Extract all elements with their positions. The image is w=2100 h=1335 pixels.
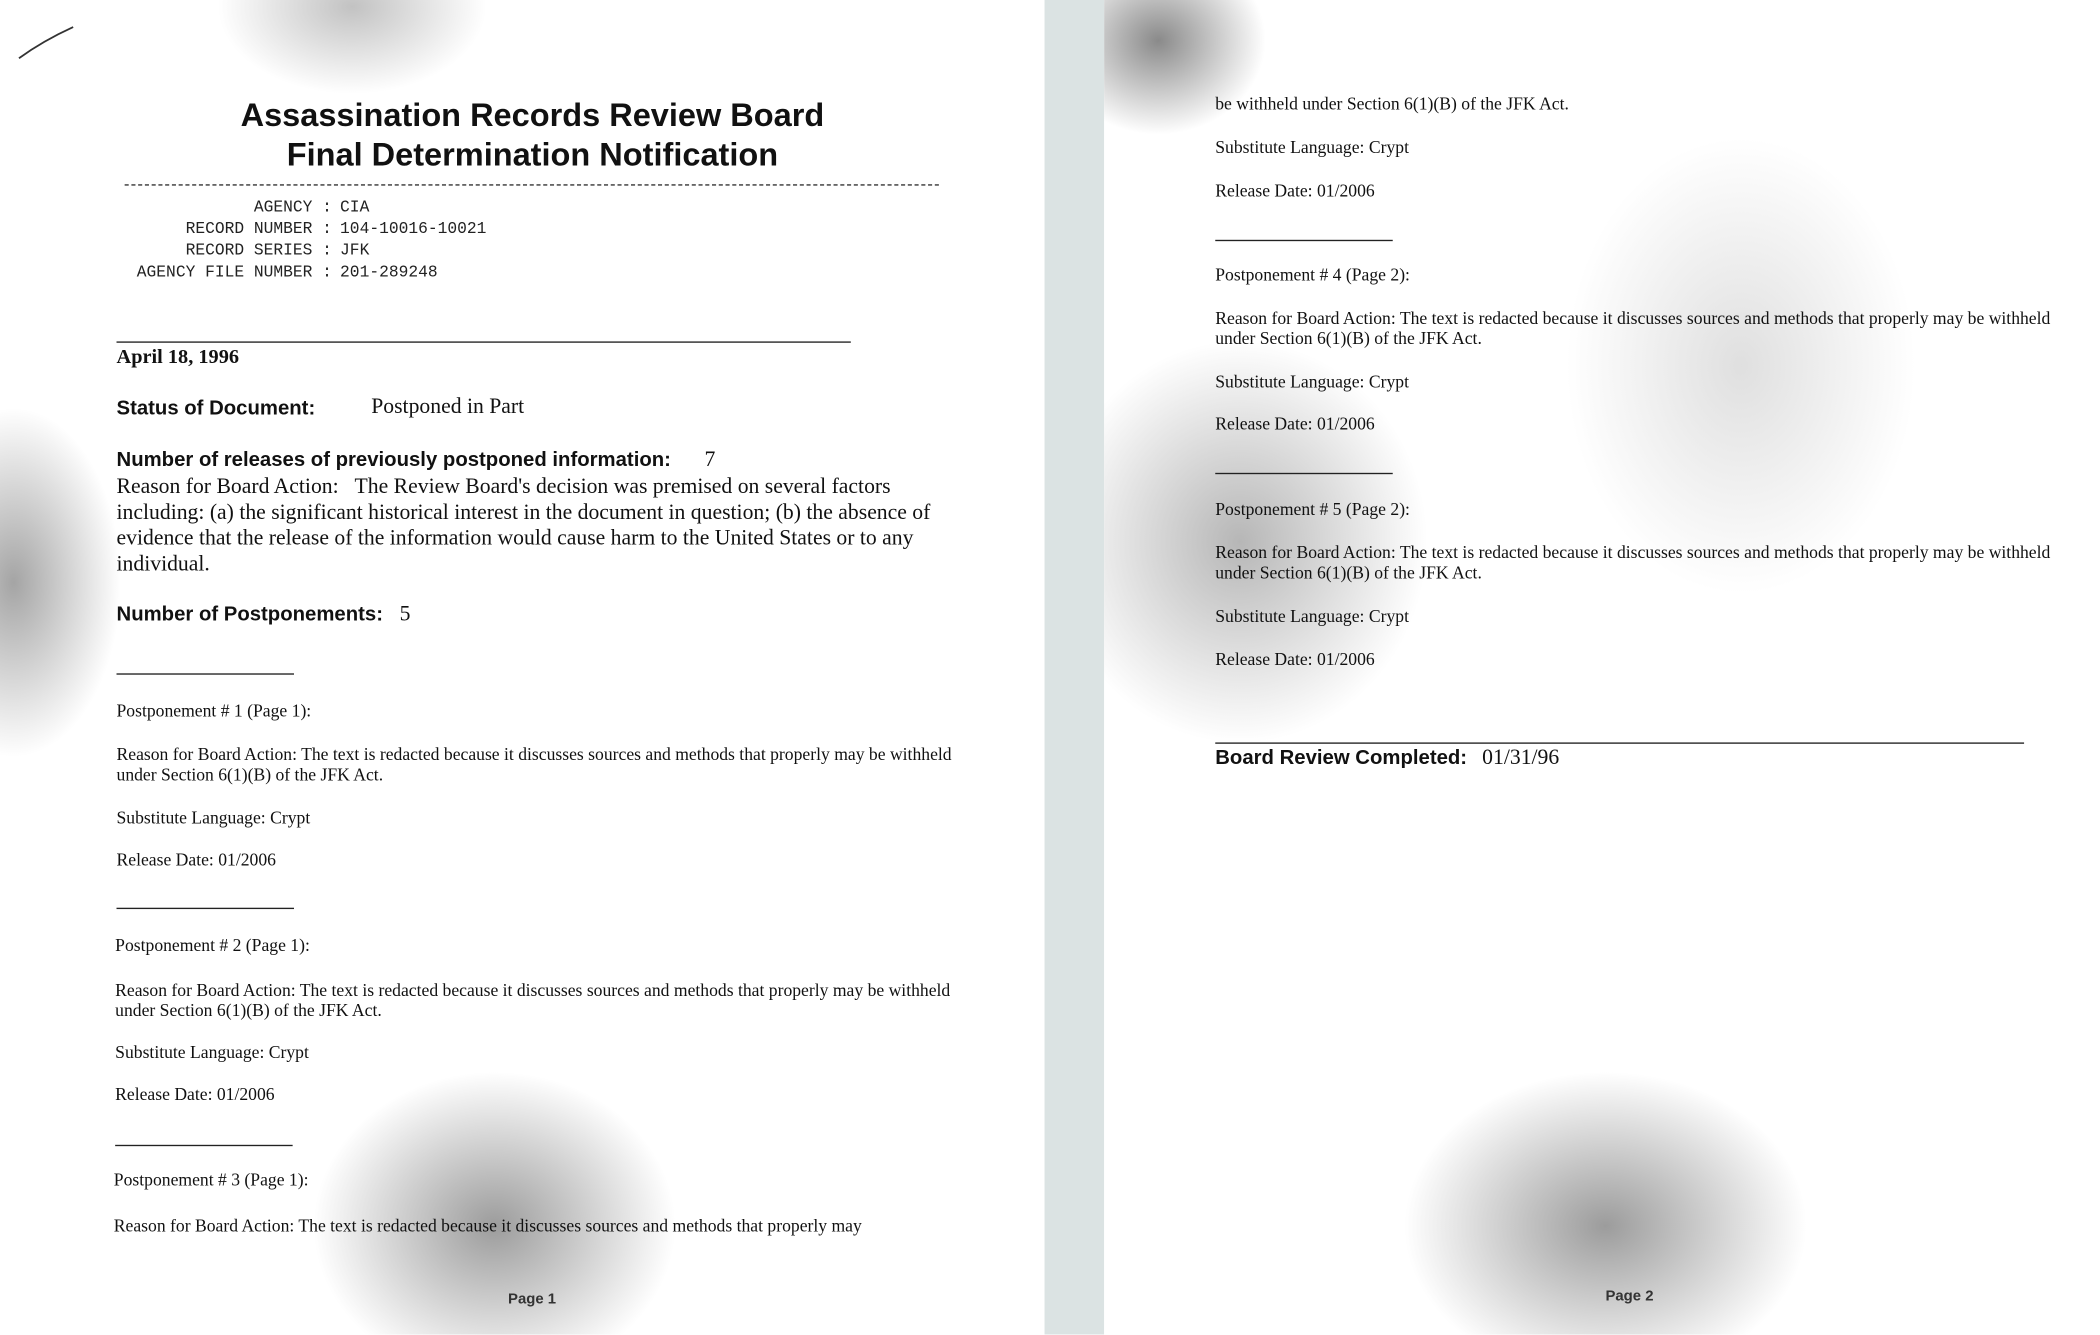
divider (115, 1144, 293, 1147)
divider (116, 673, 294, 675)
postponement-3-substitute: Substitute Language: Crypt (1215, 136, 1409, 158)
divider (116, 907, 294, 910)
scan-smudge (311, 1070, 678, 1335)
postponement-2-reason: Reason for Board Action: The text is red… (115, 979, 951, 1021)
page-1: Assassination Records Review Board Final… (0, 0, 1045, 1335)
postponement-4-substitute: Substitute Language: Crypt (1215, 371, 1409, 392)
postponement-4-heading: Postponement # 4 (Page 2): (1215, 264, 1410, 285)
releases-value: 7 (704, 448, 716, 472)
postponement-3-reason-continued: be withheld under Section 6(1)(B) of the… (1215, 93, 1569, 114)
field-value-agency-file-number: 201-289248 (340, 262, 438, 282)
postponement-5-substitute: Substitute Language: Crypt (1215, 605, 1409, 626)
pen-mark-icon (18, 26, 74, 59)
page-number: Page 2 (1605, 1288, 1654, 1305)
postponement-2-substitute: Substitute Language: Crypt (115, 1041, 309, 1063)
field-label-record-series: RECORD SERIES : (185, 241, 332, 261)
reason-label: Reason for Board Action: (116, 475, 339, 499)
postponement-3-reason: Reason for Board Action: The text is red… (113, 1215, 862, 1236)
field-value-record-number: 104-10016-10021 (340, 219, 487, 239)
postponements-value: 5 (399, 602, 411, 626)
status-value: Postponed in Part (371, 395, 525, 419)
postponement-5-reason: Reason for Board Action: The text is red… (1215, 541, 2051, 583)
field-label-agency-file-number: AGENCY FILE NUMBER : (136, 262, 332, 282)
scan-smudge (216, 0, 488, 95)
postponement-2-heading: Postponement # 2 (Page 1): (115, 934, 310, 956)
postponement-5-heading: Postponement # 5 (Page 2): (1215, 498, 1410, 519)
postponement-1-release: Release Date: 01/2006 (116, 849, 276, 870)
field-value-record-series: JFK (340, 241, 370, 261)
divider (1215, 472, 1393, 475)
postponement-2-release: Release Date: 01/2006 (115, 1083, 275, 1105)
scan-smudge (0, 406, 122, 759)
postponement-4-reason: Reason for Board Action: The text is red… (1215, 307, 2051, 349)
review-completed-label: Board Review Completed: (1215, 746, 1468, 770)
postponement-1-reason: Reason for Board Action: The text is red… (116, 743, 952, 785)
divider (116, 341, 851, 343)
reason-text: The Review Board's decision was premised… (116, 475, 931, 576)
field-value-agency: CIA (340, 197, 370, 217)
document-date: April 18, 1996 (116, 346, 240, 369)
postponement-1-substitute: Substitute Language: Crypt (116, 807, 311, 828)
scan-smudge (1564, 135, 1918, 597)
divider (1215, 742, 2025, 744)
page-2: be withheld under Section 6(1)(B) of the… (1104, 0, 2100, 1335)
page-gap (1044, 0, 1105, 1335)
postponement-3-release: Release Date: 01/2006 (1215, 180, 1375, 201)
field-label-agency: AGENCY : (253, 197, 332, 217)
document-subtitle: Final Determination Notification (286, 136, 779, 174)
postponement-5-release: Release Date: 01/2006 (1215, 648, 1375, 670)
postponements-label: Number of Postponements: (116, 602, 383, 626)
postponement-1-heading: Postponement # 1 (Page 1): (116, 700, 312, 721)
releases-label: Number of releases of previously postpon… (116, 448, 671, 472)
page-number: Page 1 (508, 1291, 557, 1308)
divider (1215, 239, 1393, 242)
document-title: Assassination Records Review Board (240, 97, 825, 135)
dashed-divider (124, 184, 939, 186)
board-action-reason: Reason for Board Action: The Review Boar… (117, 474, 957, 577)
review-completed-value: 01/31/96 (1482, 746, 1560, 770)
field-label-record-number: RECORD NUMBER : (185, 219, 332, 239)
postponement-3-heading: Postponement # 3 (Page 1): (113, 1169, 309, 1190)
postponement-4-release: Release Date: 01/2006 (1215, 413, 1375, 434)
status-label: Status of Document: (116, 396, 316, 420)
